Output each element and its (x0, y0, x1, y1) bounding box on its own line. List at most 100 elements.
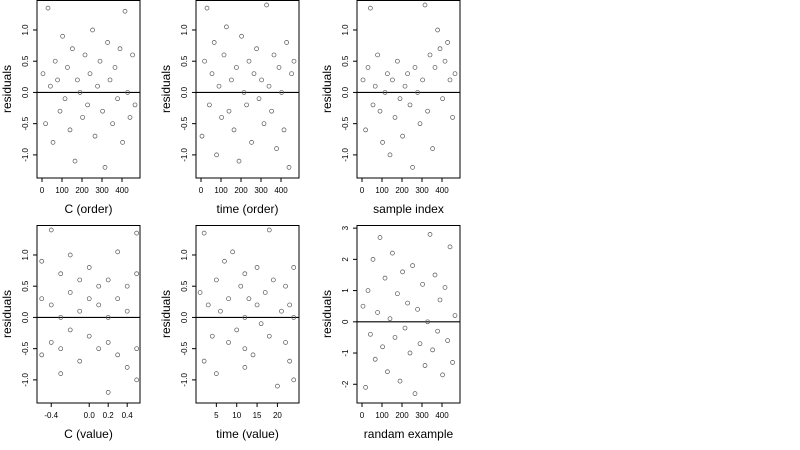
point (134, 230, 140, 236)
point (219, 115, 224, 120)
point (75, 77, 80, 83)
point (375, 52, 380, 58)
y-tick-label: -1.0 (21, 147, 30, 161)
point (65, 65, 70, 70)
point (214, 371, 219, 376)
point (442, 58, 448, 64)
point (415, 90, 420, 95)
x-tick-label: 200 (395, 186, 409, 195)
x-tick-label: 400 (274, 186, 288, 195)
point (266, 333, 272, 339)
point (412, 391, 418, 396)
point (209, 333, 215, 339)
y-axis-label: residuals (320, 65, 334, 113)
point (77, 277, 83, 283)
point (58, 315, 64, 320)
point (244, 102, 249, 108)
point (77, 308, 83, 314)
point (368, 5, 373, 11)
x-tick-label: 0.0 (84, 411, 96, 420)
x-tick-label: 100 (375, 411, 389, 420)
point (58, 346, 64, 352)
point (43, 121, 48, 127)
point (258, 321, 264, 327)
point (226, 108, 232, 114)
point (269, 108, 274, 114)
point (450, 360, 455, 365)
plot-frame (195, 225, 300, 404)
point (360, 77, 366, 83)
x-tick-label: 200 (395, 411, 409, 420)
point (97, 58, 103, 64)
y-tick-label: 0.0 (21, 86, 30, 98)
point (207, 102, 212, 108)
point (407, 102, 413, 108)
point (201, 230, 207, 236)
x-tick-label: 200 (234, 186, 248, 195)
point (405, 71, 410, 77)
point (387, 316, 393, 322)
point (124, 283, 130, 289)
point (134, 377, 140, 383)
point (105, 315, 111, 320)
point (392, 335, 398, 340)
point (372, 83, 378, 89)
y-tick-label: 0.0 (180, 311, 189, 323)
point (271, 277, 276, 283)
y-axis-label: residuals (0, 65, 14, 113)
point (286, 165, 292, 170)
y-tick-label: 1 (341, 288, 350, 293)
point (440, 96, 445, 102)
y-tick-label: 1.0 (21, 24, 30, 36)
point (422, 363, 428, 368)
point (249, 140, 254, 145)
point (291, 265, 297, 270)
point (256, 96, 262, 102)
point (230, 249, 235, 255)
y-tick-label: -1.0 (180, 147, 189, 161)
point (392, 115, 398, 120)
point (266, 227, 272, 233)
point (60, 33, 65, 39)
point (239, 33, 244, 39)
x-tick-label: 400 (435, 186, 449, 195)
point (242, 346, 248, 352)
x-tick-label: -0.4 (44, 411, 58, 420)
x-tick-label: 100 (55, 186, 69, 195)
x-tick-label: 20 (273, 411, 282, 420)
point (132, 102, 138, 108)
point (48, 302, 54, 308)
point (115, 296, 121, 302)
point (279, 90, 284, 95)
y-tick-label: -1 (341, 349, 350, 357)
y-axis-label: residuals (159, 65, 173, 113)
x-tick-label: 300 (415, 186, 429, 195)
point (199, 133, 205, 139)
point (124, 365, 130, 370)
point (77, 358, 83, 364)
point (440, 372, 445, 378)
panel: 1.0 0.5 0.0 -0.5 -1.0 5 10 15 20 time (value) resi… (159, 225, 300, 441)
y-tick-label: 0.5 (341, 55, 350, 67)
point (96, 283, 102, 289)
y-tick-label: 2 (341, 257, 350, 262)
x-tick-label: 300 (95, 186, 109, 195)
y-tick-label: 0.0 (341, 86, 350, 98)
point (234, 327, 240, 333)
point (432, 272, 438, 278)
point (254, 46, 259, 52)
point (221, 52, 227, 58)
point (211, 40, 217, 45)
y-tick-label: -1.0 (21, 372, 30, 386)
point (80, 115, 85, 120)
point (72, 158, 78, 164)
point (52, 58, 58, 64)
point (450, 115, 455, 120)
point (110, 121, 115, 127)
point (372, 356, 378, 362)
point (395, 291, 400, 297)
point (107, 77, 113, 83)
point (122, 8, 128, 14)
point (102, 165, 108, 170)
